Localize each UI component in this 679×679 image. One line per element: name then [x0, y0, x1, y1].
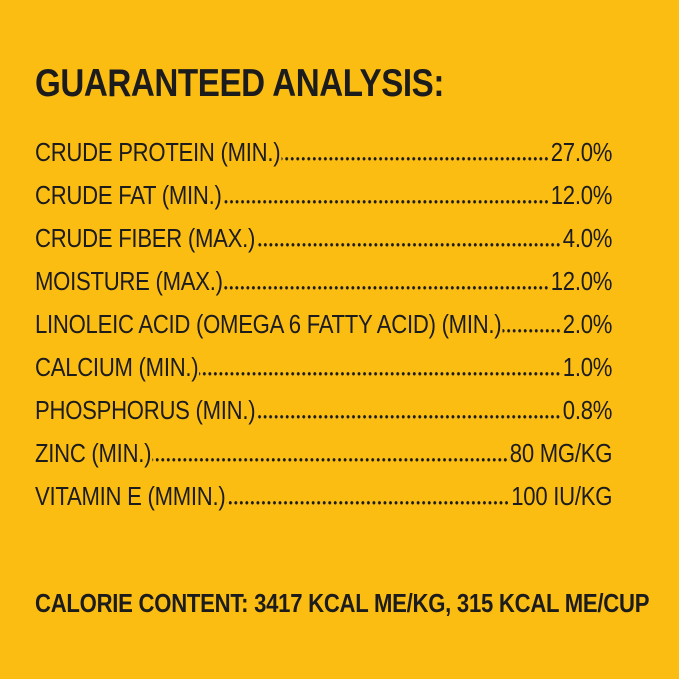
dotted-leader	[255, 242, 562, 247]
analysis-row-value: 2.0%	[562, 309, 613, 339]
calorie-content-line: CALORIE CONTENT: 3417 KCAL ME/KG, 315 KC…	[35, 588, 650, 618]
analysis-row: LINOLEIC ACID (OMEGA 6 FATTY ACID) (MIN.…	[35, 303, 612, 346]
dotted-leader	[152, 457, 509, 462]
analysis-row-label: CRUDE FIBER (MAX.)	[35, 223, 256, 253]
analysis-row-value: 12.0%	[550, 180, 613, 210]
dotted-leader	[281, 156, 550, 161]
analysis-row-label: ZINC (MIN.)	[35, 438, 152, 468]
analysis-row-value: 27.0%	[550, 137, 613, 167]
analysis-row-label: MOISTURE (MAX.)	[35, 266, 223, 296]
analysis-row-value: 4.0%	[562, 223, 613, 253]
guaranteed-analysis-heading: GUARANTEED ANALYSIS:	[35, 62, 444, 105]
dotted-leader	[502, 328, 562, 333]
analysis-row-value: 100 IU/KG	[511, 481, 613, 511]
analysis-row-label: CRUDE PROTEIN (MIN.)	[35, 137, 281, 167]
dotted-leader	[223, 285, 550, 290]
analysis-row: VITAMIN E (MMIN.) 100 IU/KG	[35, 475, 612, 518]
analysis-row: CRUDE FAT (MIN.) 12.0%	[35, 174, 612, 217]
analysis-row-label: VITAMIN E (MMIN.)	[35, 481, 226, 511]
dotted-leader	[199, 371, 562, 376]
analysis-row: CRUDE PROTEIN (MIN.) 27.0%	[35, 131, 612, 174]
analysis-row-label: CALCIUM (MIN.)	[35, 352, 199, 382]
analysis-row-label: PHOSPHORUS (MIN.)	[35, 395, 256, 425]
dotted-leader	[256, 414, 562, 419]
dotted-leader	[222, 199, 550, 204]
analysis-row: MOISTURE (MAX.) 12.0%	[35, 260, 612, 303]
dotted-leader	[226, 500, 511, 505]
analysis-row-label: CRUDE FAT (MIN.)	[35, 180, 222, 210]
analysis-table: CRUDE PROTEIN (MIN.) 27.0% CRUDE FAT (MI…	[35, 131, 612, 518]
analysis-row: CALCIUM (MIN.) 1.0%	[35, 346, 612, 389]
analysis-row: CRUDE FIBER (MAX.) 4.0%	[35, 217, 612, 260]
analysis-row: ZINC (MIN.) 80 MG/KG	[35, 432, 612, 475]
analysis-row-value: 80 MG/KG	[509, 438, 613, 468]
analysis-row-value: 12.0%	[550, 266, 613, 296]
analysis-row-value: 1.0%	[562, 352, 613, 382]
analysis-row-value: 0.8%	[562, 395, 613, 425]
analysis-row: PHOSPHORUS (MIN.) 0.8%	[35, 389, 612, 432]
analysis-row-label: LINOLEIC ACID (OMEGA 6 FATTY ACID) (MIN.…	[35, 309, 502, 339]
